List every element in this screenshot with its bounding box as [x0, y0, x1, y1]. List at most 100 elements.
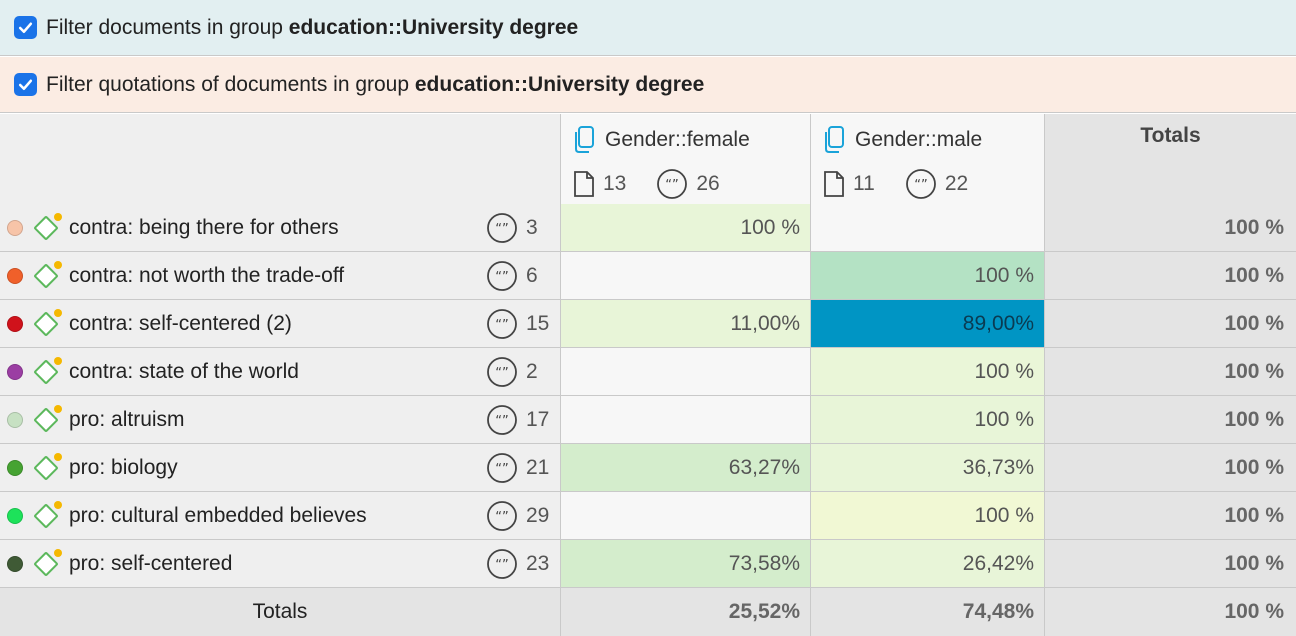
female-value-cell[interactable] — [561, 348, 811, 395]
quotation-count-value: 2 — [526, 359, 538, 383]
code-name: pro: self-centered — [69, 551, 233, 575]
code-icon — [33, 356, 62, 385]
male-value-cell[interactable]: 26,42% — [811, 540, 1045, 587]
totals-row-label: Totals — [0, 588, 561, 636]
code-cell[interactable]: contra: being there for others “” 3 — [0, 204, 561, 251]
column-title-female: Gender::female — [605, 128, 750, 151]
female-value-cell[interactable] — [561, 252, 811, 299]
row-total-cell[interactable]: 100 % — [1045, 444, 1296, 491]
quotation-count-value: 6 — [526, 263, 538, 287]
code-cell[interactable]: pro: altruism “” 17 — [0, 396, 561, 443]
code-cell[interactable]: contra: state of the world “” 2 — [0, 348, 561, 395]
code-quotation-count: “” 17 — [486, 396, 549, 443]
document-group-icon — [575, 126, 594, 153]
quotation-count-value: 15 — [526, 311, 550, 335]
document-icon — [824, 171, 844, 197]
table-header: Gender::female 13 “” 26 — [0, 114, 1296, 204]
row-total-cell[interactable]: 100 % — [1045, 540, 1296, 587]
totals-male-cell[interactable]: 74,48% — [811, 588, 1045, 636]
column-title-male: Gender::male — [855, 128, 983, 151]
quotation-icon: “” — [657, 169, 688, 199]
table-row[interactable]: contra: state of the world “” 2 100 % 100 % — [0, 348, 1296, 396]
code-quotation-count: “” 21 — [486, 444, 549, 491]
code-icon — [33, 260, 62, 289]
code-cell[interactable]: contra: self-centered (2) “” 15 — [0, 300, 561, 347]
female-value-cell[interactable]: 63,27% — [561, 444, 811, 491]
row-total-cell[interactable]: 100 % — [1045, 492, 1296, 539]
male-value-cell[interactable] — [811, 204, 1045, 251]
row-total-value: 100 % — [1224, 503, 1284, 527]
table-row[interactable]: pro: self-centered “” 23 73,58% 26,42% 100 % — [0, 540, 1296, 588]
male-doc-count: 11 — [853, 172, 875, 195]
row-total-value: 100 % — [1224, 311, 1284, 335]
female-value-cell[interactable]: 100 % — [561, 204, 811, 251]
female-value-cell[interactable] — [561, 492, 811, 539]
svg-text:“”: “” — [666, 178, 679, 193]
filter-quotations-checkbox[interactable] — [14, 73, 37, 96]
male-value-cell[interactable]: 100 % — [811, 492, 1045, 539]
code-name: pro: altruism — [69, 407, 185, 431]
totals-grand-cell[interactable]: 100 % — [1045, 588, 1296, 636]
female-value-cell[interactable] — [561, 396, 811, 443]
male-value-cell[interactable]: 89,00% — [811, 300, 1045, 347]
code-quotation-count: “” 29 — [486, 492, 549, 539]
row-total-value: 100 % — [1224, 359, 1284, 383]
column-header-male[interactable]: Gender::male 11 “” 22 — [811, 114, 1045, 204]
female-doc-count: 13 — [603, 172, 627, 195]
male-value-cell[interactable]: 36,73% — [811, 444, 1045, 491]
quotation-count-value: 17 — [526, 407, 550, 431]
document-filter-bar: Filter documents in group education::Uni… — [0, 0, 1296, 56]
quotation-icon: “” — [487, 356, 517, 387]
document-group-icon — [825, 126, 844, 153]
svg-text:“”: “” — [495, 462, 508, 477]
code-cell[interactable]: contra: not worth the trade-off “” 6 — [0, 252, 561, 299]
table-row[interactable]: contra: being there for others “” 3 100 % 10… — [0, 204, 1296, 252]
svg-text:“”: “” — [495, 510, 508, 525]
code-color-dot — [7, 411, 23, 428]
code-icon — [33, 308, 62, 337]
row-total-cell[interactable]: 100 % — [1045, 300, 1296, 347]
quotation-icon: “” — [905, 169, 936, 199]
code-cell[interactable]: pro: cultural embedded believes “” 29 — [0, 492, 561, 539]
row-total-value: 100 % — [1224, 407, 1284, 431]
checkmark-icon — [18, 22, 33, 34]
male-value-cell[interactable]: 100 % — [811, 252, 1045, 299]
totals-female-cell[interactable]: 25,52% — [561, 588, 811, 636]
code-quotation-count: “” 2 — [486, 348, 538, 395]
row-total-value: 100 % — [1224, 215, 1284, 239]
quotation-icon: “” — [487, 404, 517, 435]
code-name: contra: not worth the trade-off — [69, 263, 345, 287]
row-total-value: 100 % — [1224, 551, 1284, 575]
table-row[interactable]: pro: biology “” 21 63,27% 36,73% 100 % — [0, 444, 1296, 492]
table-row[interactable]: contra: not worth the trade-off “” 6 100 % 1… — [0, 252, 1296, 300]
male-value-cell[interactable]: 100 % — [811, 348, 1045, 395]
row-total-cell[interactable]: 100 % — [1045, 396, 1296, 443]
document-icon — [574, 171, 594, 197]
column-header-totals[interactable]: Totals — [1045, 114, 1296, 204]
code-color-dot — [7, 267, 23, 284]
code-color-dot — [7, 363, 23, 380]
row-total-cell[interactable]: 100 % — [1045, 204, 1296, 251]
code-cell[interactable]: pro: biology “” 21 — [0, 444, 561, 491]
svg-text:“”: “” — [495, 318, 508, 333]
code-icon — [33, 212, 62, 241]
female-value-cell[interactable]: 73,58% — [561, 540, 811, 587]
quotation-icon: “” — [487, 452, 517, 483]
table-row[interactable]: contra: self-centered (2) “” 15 11,00% 89,00… — [0, 300, 1296, 348]
row-total-cell[interactable]: 100 % — [1045, 252, 1296, 299]
filter-documents-label: Filter documents in group education::Uni… — [46, 15, 579, 39]
svg-text:“”: “” — [495, 222, 508, 237]
row-total-cell[interactable]: 100 % — [1045, 348, 1296, 395]
filter-documents-checkbox[interactable] — [14, 16, 37, 39]
female-value-cell[interactable]: 11,00% — [561, 300, 811, 347]
code-quotation-count: “” 6 — [486, 252, 538, 299]
male-value-cell[interactable]: 100 % — [811, 396, 1045, 443]
quotation-icon: “” — [487, 548, 517, 579]
column-header-female[interactable]: Gender::female 13 “” 26 — [561, 114, 811, 204]
quotation-icon: “” — [487, 212, 517, 243]
table-row[interactable]: pro: cultural embedded believes “” 29 100 %… — [0, 492, 1296, 540]
table-row[interactable]: pro: altruism “” 17 100 % 100 % — [0, 396, 1296, 444]
quotation-icon: “” — [487, 260, 517, 291]
code-cell[interactable]: pro: self-centered “” 23 — [0, 540, 561, 587]
svg-text:“”: “” — [495, 558, 508, 573]
